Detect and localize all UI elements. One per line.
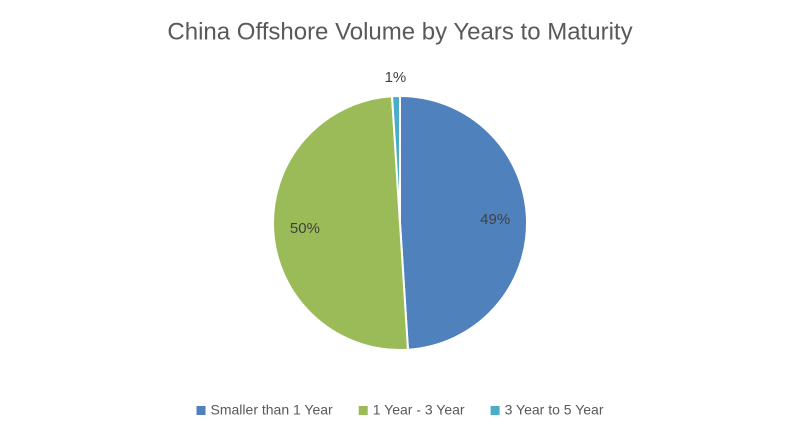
pie-slice <box>271 95 410 352</box>
pie-slice <box>390 94 401 224</box>
legend-label: 1 Year - 3 Year <box>373 402 465 418</box>
legend-label: Smaller than 1 Year <box>211 402 334 418</box>
pie-slice <box>399 94 528 351</box>
data-label: 50% <box>290 220 320 237</box>
data-label: 49% <box>480 211 510 228</box>
legend-swatch <box>358 406 368 415</box>
data-label: 1% <box>385 69 407 86</box>
chart-title: China Offshore Volume by Years to Maturi… <box>167 18 632 45</box>
legend-swatch <box>196 406 206 415</box>
legend-label: 3 Year to 5 Year <box>505 402 604 418</box>
legend: Smaller than 1 Year 1 Year - 3 Year 3 Year… <box>196 402 604 418</box>
legend-swatch <box>490 406 500 415</box>
